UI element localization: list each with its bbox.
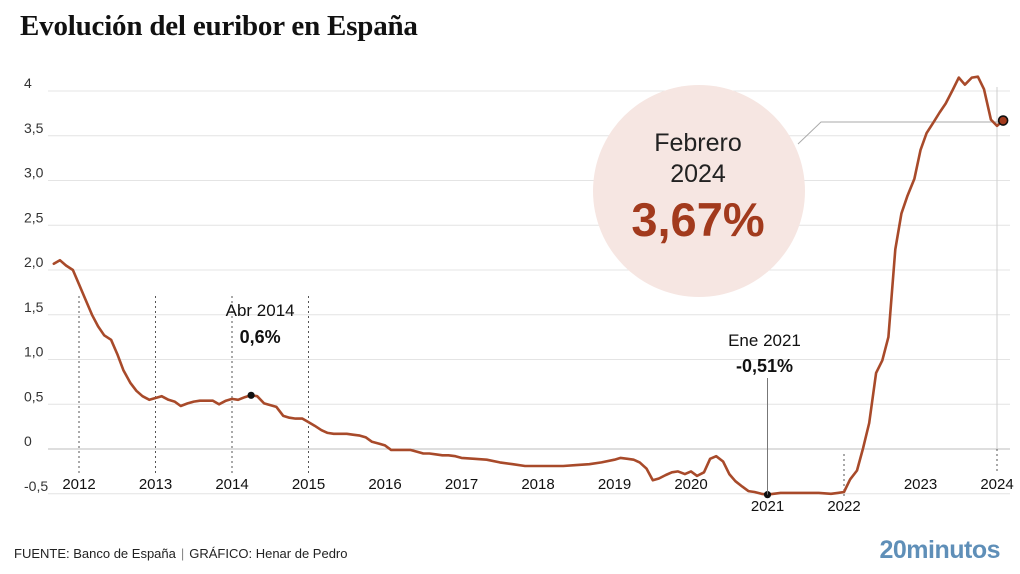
line-layer xyxy=(52,75,1005,496)
annotation-value: 0,6% xyxy=(240,327,281,347)
x-tick-label: 2014 xyxy=(215,476,248,493)
y-tick-label: 1,0 xyxy=(24,344,44,360)
x-tick-label: 2022 xyxy=(827,498,860,515)
credit-text: GRÁFICO: Henar de Pedro xyxy=(189,546,348,561)
point-layer xyxy=(247,115,1009,499)
x-tick-label: 2015 xyxy=(292,476,325,493)
x-tick-label: 2016 xyxy=(368,476,401,493)
y-tick-label: 4 xyxy=(24,75,32,91)
series-line xyxy=(52,75,1005,496)
annotation-point xyxy=(247,391,255,399)
grid-layer xyxy=(48,90,1010,495)
y-tick-label: 3,0 xyxy=(24,165,44,181)
y-tick-label: 0,5 xyxy=(24,388,44,404)
chart-title: Evolución del euribor en España xyxy=(20,10,418,42)
x-tick-label: 2023 xyxy=(904,476,937,493)
x-axis: 2012 2013 2014 2015 2016 2017 2018 2019 2020 2021… xyxy=(62,476,1013,515)
y-tick-label: -0,5 xyxy=(24,478,48,494)
brand-logo: 20minutos xyxy=(879,536,1000,564)
highlight-point xyxy=(997,115,1009,126)
x-tick-label: 2013 xyxy=(139,476,172,493)
x-tick-label: 2012 xyxy=(62,476,95,493)
highlight-value: 3,67% xyxy=(631,193,764,246)
y-tick-label: 3,5 xyxy=(24,120,44,136)
highlight-circle xyxy=(593,85,805,297)
highlight-date-year: 2024 xyxy=(670,160,726,188)
annotation-value: -0,51% xyxy=(736,356,793,376)
x-tick-label: 2018 xyxy=(521,476,554,493)
annotation-date: Abr 2014 xyxy=(226,301,295,320)
x-tick-label: 2020 xyxy=(674,476,707,493)
source-credit: FUENTE: Banco de España | GRÁFICO: Henar d… xyxy=(14,546,347,561)
annotation-date: Ene 2021 xyxy=(728,331,801,350)
x-tick-label: 2019 xyxy=(598,476,631,493)
highlight-date-month: Febrero xyxy=(654,129,742,157)
y-tick-label: 1,5 xyxy=(24,299,44,315)
annotation-layer: Abr 2014 0,6% Ene 2021 -0,51% xyxy=(226,301,801,495)
source-text: FUENTE: Banco de España xyxy=(14,546,176,561)
x-tick-label: 2024 xyxy=(980,476,1013,493)
y-tick-label: 2,0 xyxy=(24,254,44,270)
guide-layer xyxy=(78,87,998,496)
y-tick-label: 2,5 xyxy=(24,209,44,225)
footer-separator: | xyxy=(180,546,185,561)
x-tick-label: 2017 xyxy=(445,476,478,493)
y-tick-label: 0 xyxy=(24,433,32,449)
highlight-leader-line xyxy=(797,121,1004,145)
x-tick-label: 2021 xyxy=(751,498,784,515)
y-axis: 4 3,5 3,0 2,5 2,0 1,5 1,0 0,5 0 -0,5 xyxy=(24,75,48,494)
highlight-layer: Febrero 2024 3,67% xyxy=(593,85,1004,297)
